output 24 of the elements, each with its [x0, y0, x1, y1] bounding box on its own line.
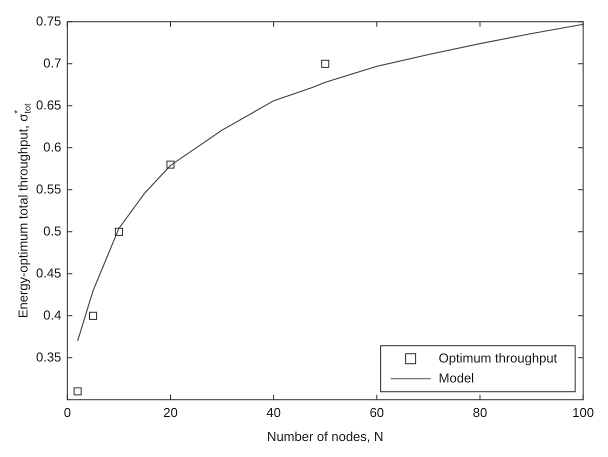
x-tick-label: 20	[163, 405, 178, 420]
y-tick-label: 0.65	[36, 97, 62, 112]
legend-label: Optimum throughput	[438, 350, 558, 366]
x-tick-label: 40	[266, 405, 281, 420]
y-tick-label: 0.5	[43, 223, 62, 238]
point	[114, 228, 123, 236]
y-tick-label: 0.6	[43, 139, 62, 154]
y-tick-label: 0.7	[43, 55, 62, 70]
point	[89, 312, 98, 320]
x-tick-label: 80	[472, 405, 488, 420]
x-tick-label: 60	[370, 405, 384, 420]
point	[166, 160, 175, 169]
x-tick-label: 100	[572, 405, 594, 420]
legend-label: Model	[438, 370, 474, 386]
x-axis-title: Number of nodes, N	[267, 428, 384, 444]
x-tick-label: 0	[64, 405, 71, 420]
point	[74, 387, 82, 396]
y-axis-title: Energy-optimum total throughput, σ*tot	[12, 102, 32, 318]
y-tick-label: 0.45	[36, 265, 62, 280]
y-tick-label: 0.55	[36, 181, 62, 196]
y-tick-label: 0.75	[36, 13, 62, 28]
point	[321, 60, 330, 68]
y-tick-label: 0.35	[36, 349, 62, 364]
y-tick-label: 0.4	[43, 307, 62, 322]
